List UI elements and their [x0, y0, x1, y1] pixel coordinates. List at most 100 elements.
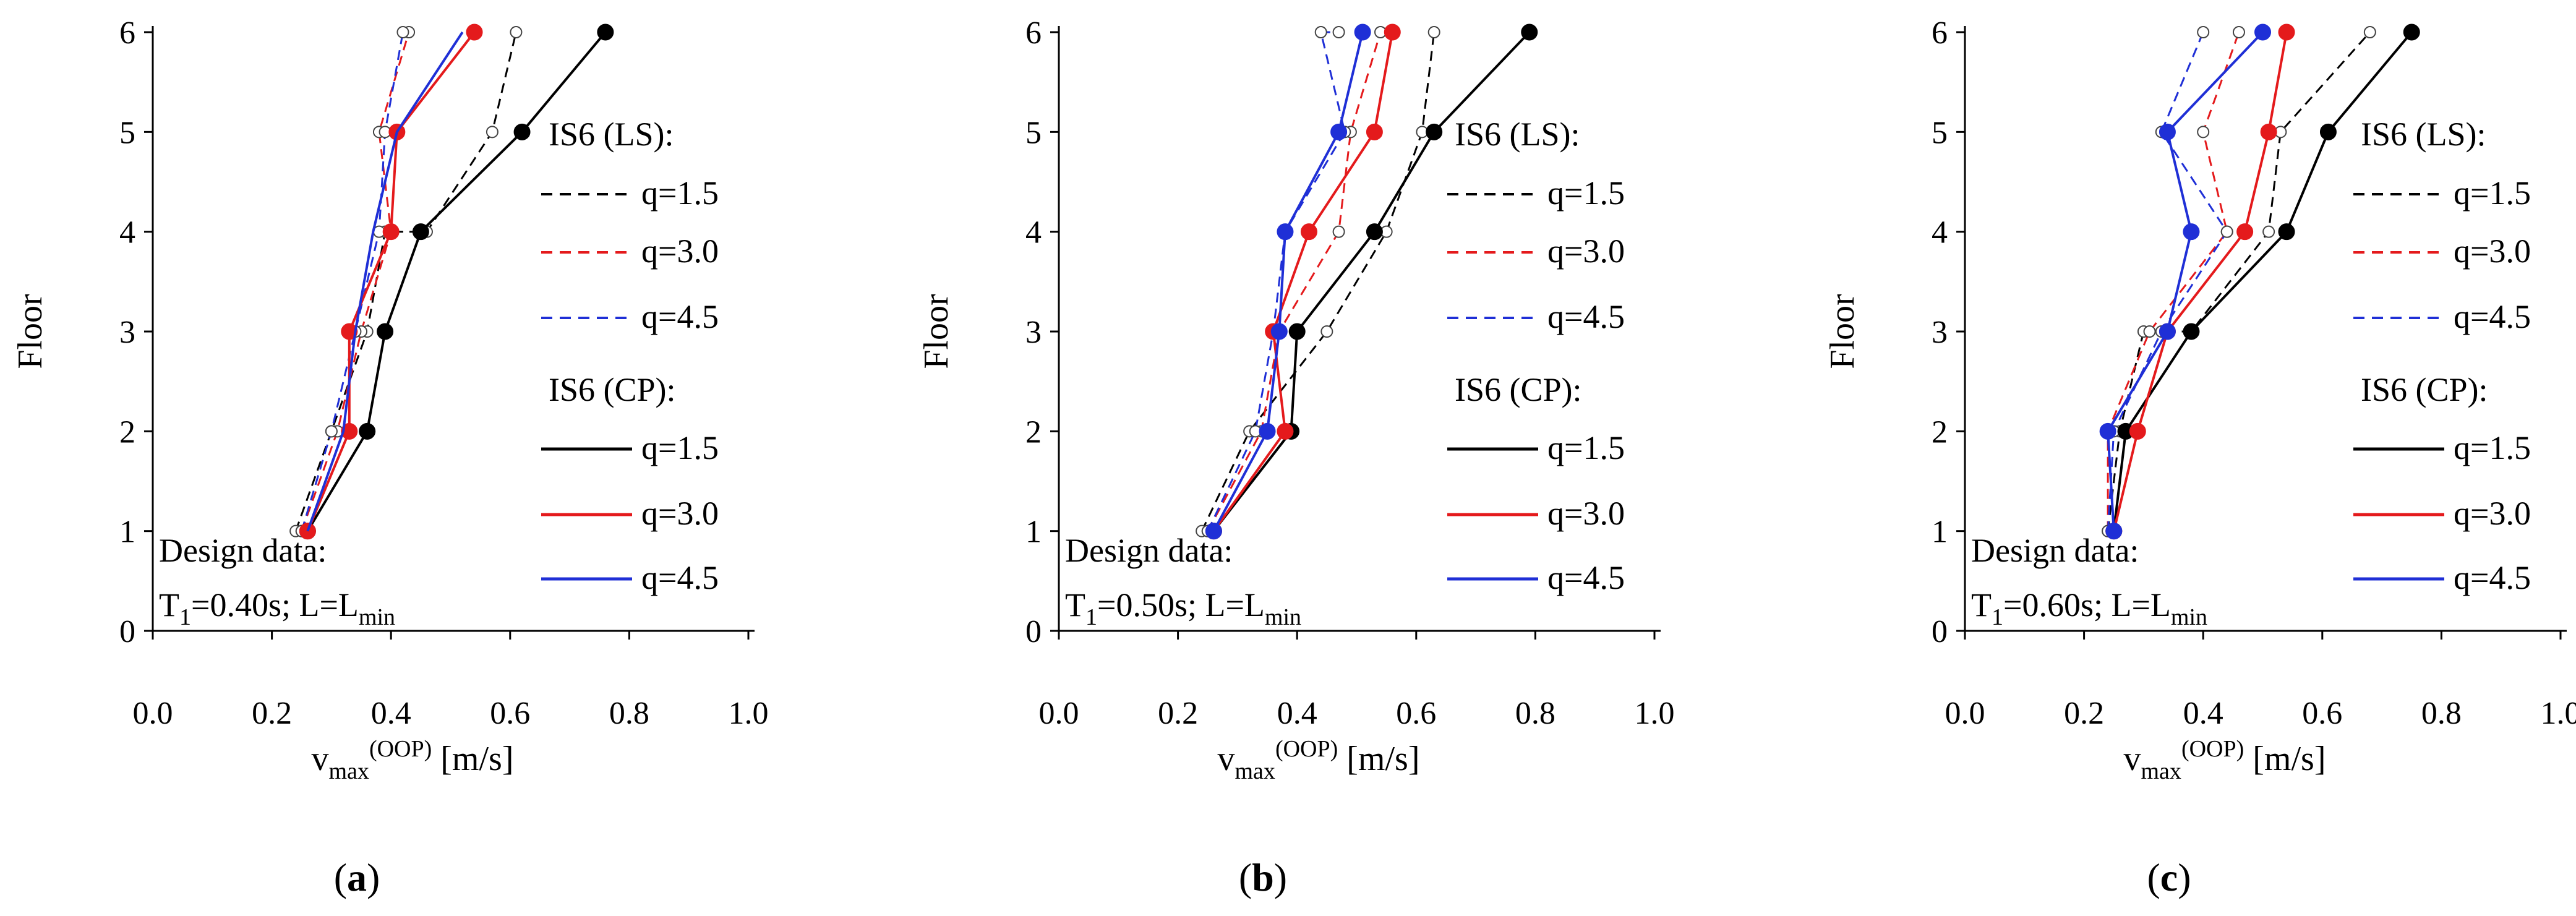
y-axis-label: Floor: [11, 294, 49, 369]
series-line-cp-3: [1212, 31, 1531, 532]
data-point-filled: [1366, 223, 1383, 241]
design-data-title: Design data:: [1971, 532, 2139, 569]
data-point-open: [396, 26, 409, 38]
y-tick-label: 4: [119, 215, 135, 250]
y-axis-label: Floor: [1823, 294, 1862, 369]
design-data-title: Design data:: [1065, 532, 1233, 569]
data-point-filled: [412, 223, 429, 241]
series-line-cp-5: [306, 31, 464, 532]
data-point-open: [2220, 225, 2233, 238]
legend-ls-title: IS6 (LS):: [1455, 116, 1580, 153]
y-tick-label: 1: [1025, 515, 1042, 550]
data-point-filled: [359, 422, 376, 440]
data-point-open: [2363, 26, 2376, 38]
legend-ls-label: q=1.5: [2454, 174, 2531, 212]
series-line-ls-1: [301, 32, 410, 532]
data-point-open: [2197, 26, 2210, 38]
series-line-cp-5: [1212, 32, 1364, 532]
data-point-open: [1314, 26, 1327, 38]
x-tick-label: 0.0: [133, 696, 173, 731]
y-tick-label: 2: [119, 414, 135, 450]
data-point-filled: [2183, 223, 2200, 241]
data-point-filled: [2183, 323, 2200, 340]
data-point-filled: [341, 323, 358, 340]
series-line-cp-4: [306, 31, 476, 532]
y-tick-label: 3: [1932, 315, 1948, 350]
series-line-cp-3: [2112, 31, 2413, 531]
y-tick-label: 1: [119, 515, 135, 550]
y-tick-label: 5: [1932, 115, 1948, 150]
x-tick-label: 0.2: [252, 696, 292, 731]
data-point-open: [510, 26, 523, 38]
data-point-open: [486, 126, 499, 139]
legend-ls-label: q=4.5: [1547, 298, 1625, 335]
legend-ls-label: q=3.0: [1547, 233, 1625, 270]
data-point-open: [2232, 26, 2245, 38]
data-point-filled: [1270, 323, 1288, 340]
series-line-cp-5: [2107, 31, 2264, 531]
data-point-filled: [1330, 123, 1348, 140]
data-point-filled: [341, 422, 358, 440]
legend-cp-label: q=1.5: [641, 429, 719, 466]
legend-cp-title: IS6 (CP):: [549, 371, 676, 408]
design-data-values: T1=0.60s; L=Lmin: [1971, 586, 2207, 630]
data-point-filled: [2278, 223, 2295, 241]
data-point-filled: [1521, 24, 1538, 41]
data-point-open: [2262, 225, 2275, 238]
y-axis-label: Floor: [917, 294, 956, 369]
x-tick-label: 0.8: [1515, 696, 1555, 731]
data-point-filled: [377, 323, 394, 340]
chart-panel-a: 0 1 2 3 4 5 6 0.0 0.2 0.4 0.6 0.8 1.0 Floor vmax(OOP) …: [11, 15, 769, 899]
chart-panel-c: 0 1 2 3 4 5 6 0.0 0.2 0.4 0.6 0.8 1.0 Floor vmax(OOP) …: [1823, 15, 2576, 899]
data-point-filled: [597, 24, 614, 41]
data-point-filled: [2319, 123, 2337, 140]
series-line-cp-4: [2112, 32, 2288, 532]
data-point-filled: [2159, 323, 2176, 340]
data-point-open: [325, 425, 338, 438]
y-tick-label: 6: [1932, 15, 1948, 51]
data-point-filled: [1205, 523, 1222, 540]
legend-ls-label: q=3.0: [641, 233, 719, 270]
x-tick-label: 0.4: [1277, 696, 1317, 731]
x-tick-label: 0.8: [609, 696, 649, 731]
data-point-filled: [2236, 223, 2254, 241]
legend-cp-label: q=4.5: [641, 559, 719, 596]
x-tick-label: 0.2: [2064, 696, 2104, 731]
data-point-filled: [2099, 422, 2116, 440]
legend-cp-label: q=1.5: [2454, 429, 2531, 466]
data-point-open: [2197, 126, 2210, 139]
x-axis-label: vmax(OOP) [m/s]: [1218, 736, 1420, 784]
design-data-values: T1=0.50s; L=Lmin: [1065, 586, 1301, 630]
x-tick-label: 0.4: [2183, 696, 2223, 731]
legend-cp-label: q=3.0: [2454, 495, 2531, 532]
data-point-open: [1332, 225, 1345, 238]
data-point-filled: [2403, 24, 2420, 41]
y-tick-label: 2: [1932, 414, 1948, 450]
legend-cp-title: IS6 (CP):: [2361, 371, 2488, 408]
y-tick-label: 4: [1025, 215, 1042, 250]
data-point-filled: [513, 123, 531, 140]
design-data-title: Design data:: [159, 532, 327, 569]
data-point-filled: [2278, 24, 2295, 41]
design-data-values: T1=0.40s; L=Lmin: [159, 586, 395, 630]
legend-ls-label: q=3.0: [2454, 233, 2531, 270]
data-point-filled: [1354, 24, 1371, 41]
x-tick-label: 0.6: [2302, 696, 2342, 731]
y-tick-label: 5: [1025, 115, 1042, 150]
y-tick-label: 4: [1932, 215, 1948, 250]
x-tick-label: 0.0: [1945, 696, 1985, 731]
series-line-ls-0: [1200, 32, 1436, 532]
data-point-open: [1332, 26, 1345, 38]
legend-cp-label: q=4.5: [2454, 559, 2531, 596]
y-tick-label: 1: [1932, 515, 1948, 550]
data-point-filled: [1384, 24, 1401, 41]
series-line-ls-1: [2107, 32, 2240, 531]
data-point-filled: [382, 223, 400, 241]
data-point-filled: [1288, 323, 1306, 340]
series-line-ls-2: [1207, 31, 1346, 532]
y-tick-label: 5: [119, 115, 135, 150]
x-tick-label: 0.4: [371, 696, 411, 731]
data-point-filled: [1426, 123, 1443, 140]
data-point-filled: [2260, 123, 2277, 140]
